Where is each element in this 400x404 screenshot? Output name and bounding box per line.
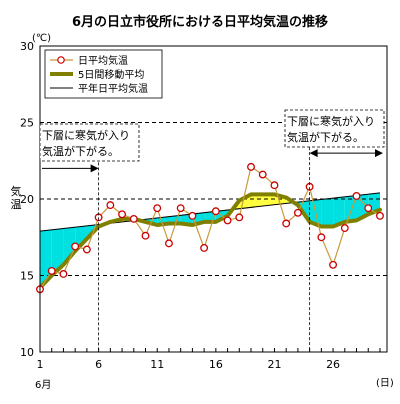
moving-average-line: [38, 192, 382, 290]
annotation-arrowhead: [309, 149, 318, 158]
daily-temperature-point: [364, 204, 373, 213]
x-tick-label: 16: [209, 358, 223, 371]
x-tick-label: 21: [267, 358, 281, 371]
x-unit-label: (日): [376, 378, 394, 389]
daily-temperature-point: [82, 245, 91, 254]
daily-temperature-point: [165, 239, 173, 248]
daily-temperature-point: [270, 181, 279, 190]
y-tick-label: 30: [20, 40, 34, 53]
daily-temperature-point: [293, 208, 302, 217]
daily-temperature-point: [59, 270, 68, 278]
x-tick-label: 6: [95, 358, 102, 371]
x-tick-label: 26: [326, 358, 340, 371]
daily-temperature-point: [211, 207, 220, 216]
annotation-box: [284, 109, 385, 148]
fill-below-normal: [344, 195, 357, 222]
annotation-box: [39, 123, 140, 162]
chart-title: 6月の日立市役所における日平均気温の推移: [72, 14, 328, 30]
annotation-text: 気温が下がる。: [42, 144, 119, 158]
daily-temperature-point: [317, 233, 326, 242]
legend-label: 平年日平均気温: [78, 82, 148, 95]
annotation-arrowhead: [375, 149, 383, 158]
y-tick-label: 25: [20, 117, 34, 130]
y-axis-label: 気温: [11, 184, 22, 211]
daily-temperature-point: [129, 214, 138, 223]
legend-label: 日平均気温: [78, 54, 128, 67]
fill-below-normal: [51, 228, 64, 276]
daily-temperature-point: [235, 213, 244, 222]
daily-temperature-point: [200, 244, 209, 252]
annotation-text: 下層に寒気が入り: [287, 114, 375, 128]
daily-temperature-point: [376, 211, 384, 220]
daily-temperature-point: [223, 216, 232, 225]
fill-above-normal: [262, 194, 275, 207]
y-tick-label: 10: [20, 346, 34, 359]
daily-temperature-point: [329, 260, 338, 269]
y-axis-label-char: 気: [11, 184, 22, 198]
daily-temperature-line: [39, 165, 381, 290]
daily-temperature-point: [47, 266, 56, 275]
daily-temperature-point: [176, 204, 185, 213]
annotation-text: 気温が下がる。: [287, 130, 364, 144]
daily-temperature-point: [141, 231, 150, 240]
daily-temperature-point: [153, 204, 162, 213]
daily-temperature-point: [118, 210, 127, 219]
legend-marker-daily: [57, 56, 65, 64]
y-unit-label: (℃): [32, 33, 51, 44]
daily-temperature-point: [106, 201, 115, 210]
fill-below-normal: [333, 196, 345, 227]
annotation-text: 下層に寒気が入り: [42, 128, 130, 142]
daily-temperature-point: [247, 162, 255, 171]
x-month-label: 6月: [35, 379, 51, 391]
legend-label: 5日間移動平均: [78, 68, 144, 81]
y-tick-label: 20: [20, 193, 34, 206]
fill-above-normal: [251, 194, 263, 208]
normal-temperature-line: [39, 192, 381, 232]
daily-temperature-point: [352, 191, 361, 200]
daily-temperature-point: [282, 219, 291, 228]
fill-below-normal: [321, 198, 334, 227]
y-axis-label-char: 温: [11, 198, 22, 211]
daily-temperature-point: [340, 224, 349, 233]
daily-temperature-point: [188, 211, 197, 220]
fill-below-normal: [63, 227, 76, 265]
x-tick-label: 11: [150, 358, 164, 371]
y-tick-label: 15: [20, 270, 34, 283]
x-tick-label: 1: [37, 358, 44, 371]
daily-temperature-point: [71, 242, 80, 251]
daily-temperature-point: [258, 170, 267, 179]
annotation-arrowhead: [90, 164, 99, 173]
